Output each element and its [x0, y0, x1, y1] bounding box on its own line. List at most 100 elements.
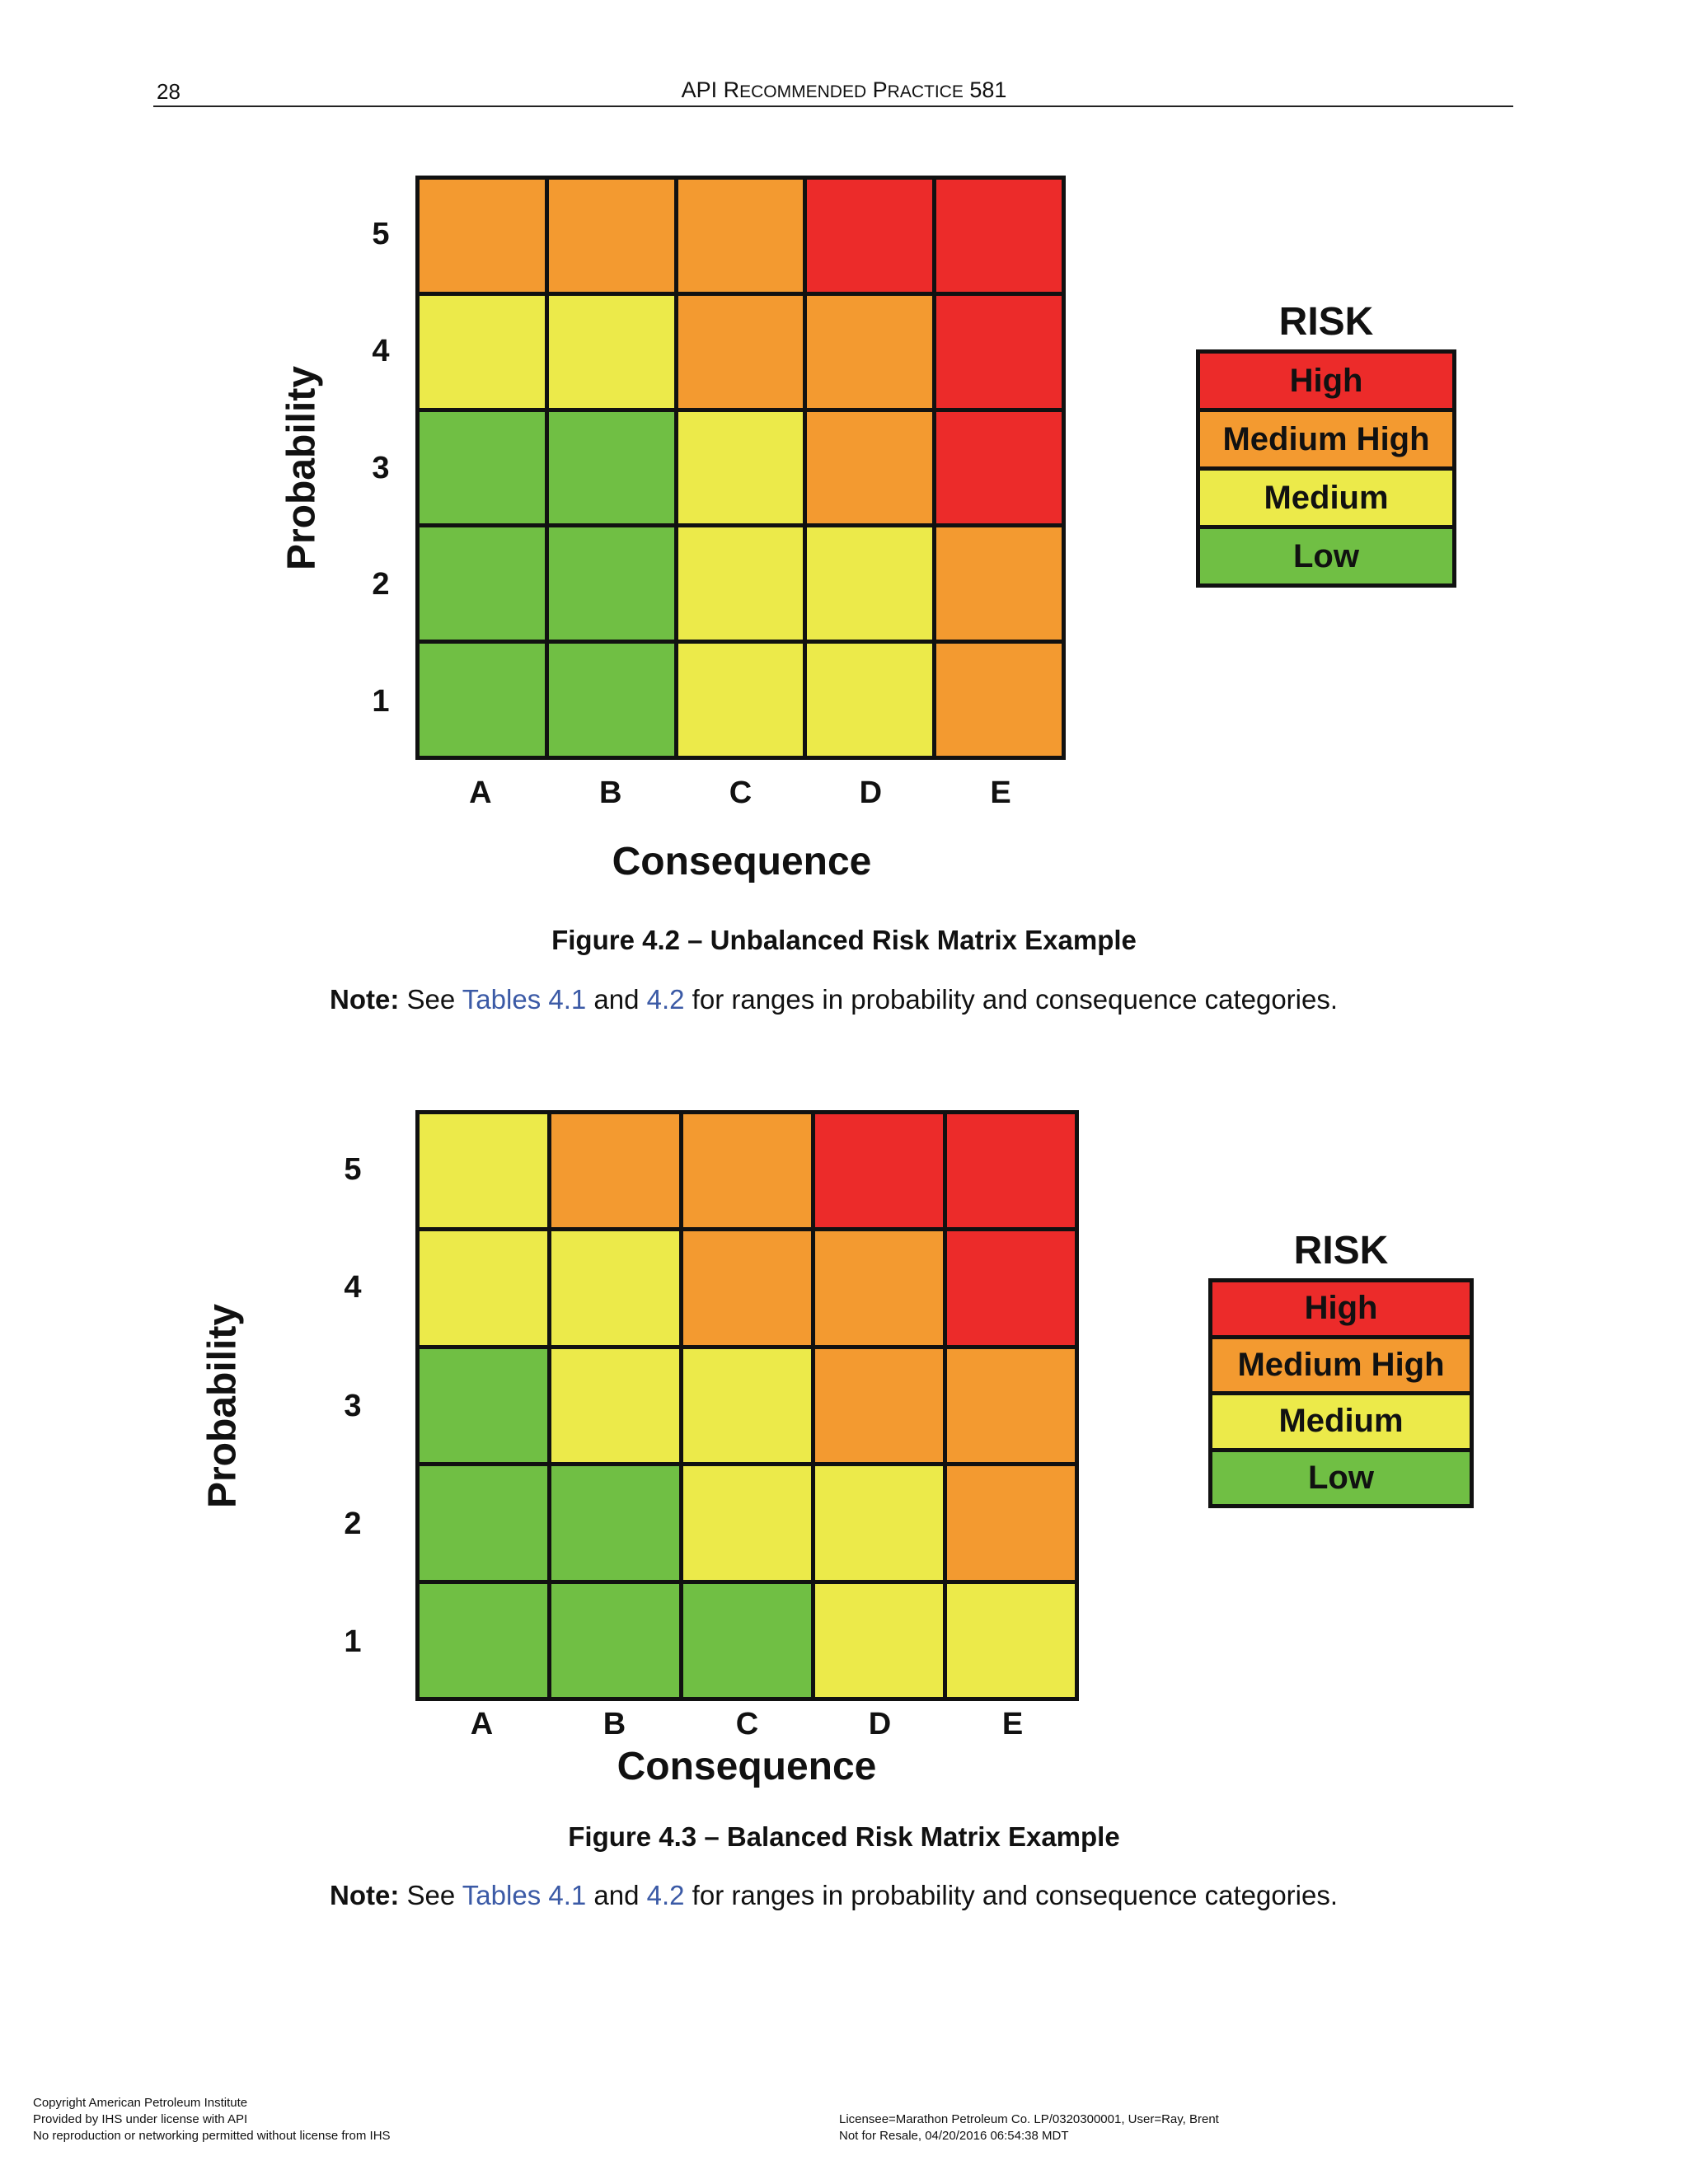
running-title-part: API R: [681, 77, 740, 102]
consequence-axis-title: Consequence: [612, 840, 872, 883]
probability-tick-1: 1: [344, 1624, 362, 1660]
risk-cell-2c: [678, 527, 804, 640]
note-label: Note:: [330, 1880, 400, 1910]
risk-cell-2a: [420, 1466, 547, 1580]
risk-cell-1e: [936, 644, 1062, 756]
consequence-axis-title: Consequence: [617, 1745, 877, 1788]
legend-item-low: Low: [1200, 529, 1452, 583]
risk-cell-2e: [947, 1466, 1075, 1580]
probability-tick-4: 4: [372, 333, 390, 368]
risk-cell-5d: [815, 1114, 943, 1228]
consequence-tick-e: E: [990, 776, 1011, 810]
risk-cell-4b: [548, 295, 674, 408]
risk-cell-4e: [936, 295, 1062, 408]
risk-cell-3d: [815, 1348, 943, 1463]
tables-link[interactable]: Tables 4.1: [462, 1880, 587, 1910]
risk-cell-4d: [807, 295, 933, 408]
table-4-2-link[interactable]: 4.2: [646, 984, 685, 1015]
consequence-tick-e: E: [1001, 1707, 1024, 1741]
risk-cell-2e: [936, 527, 1062, 640]
running-title-part: 581: [963, 77, 1007, 102]
footer-line: Licensee=Marathon Petroleum Co. LP/03203…: [839, 2112, 1219, 2126]
probability-axis-title: Probability: [279, 365, 324, 571]
risk-cell-3a: [420, 1348, 547, 1463]
risk-cell-3d: [807, 411, 933, 524]
risk-cell-1e: [947, 1583, 1075, 1697]
probability-axis-title: Probability: [200, 1303, 245, 1509]
legend-item-medium: Medium: [1212, 1395, 1470, 1448]
risk-cell-2d: [807, 527, 933, 640]
risk-cell-5a: [420, 1114, 547, 1228]
risk-cell-5b: [548, 180, 674, 292]
probability-tick-5: 5: [344, 1151, 362, 1187]
risk-legend: High Medium High Medium Low: [1208, 1278, 1474, 1508]
consequence-tick-a: A: [470, 1707, 494, 1741]
risk-cell-1a: [420, 644, 545, 756]
running-title: API RECOMMENDED PRACTICE 581: [0, 77, 1688, 103]
footer-line: Not for Resale, 04/20/2016 06:54:38 MDT: [839, 2129, 1069, 2143]
running-title-part: P: [866, 77, 888, 102]
risk-cell-4c: [683, 1231, 811, 1345]
risk-cell-1d: [815, 1583, 943, 1697]
figure-caption: Figure 4.3 – Balanced Risk Matrix Exampl…: [568, 1821, 1120, 1852]
risk-legend-title: RISK: [1278, 300, 1374, 344]
risk-cell-2b: [551, 1466, 679, 1580]
risk-cell-5e: [947, 1114, 1075, 1228]
risk-cell-4a: [420, 1231, 547, 1345]
footer-line: Provided by IHS under license with API: [33, 2112, 248, 2126]
note-text: for ranges in probability and consequenc…: [684, 984, 1339, 1015]
risk-cell-1a: [420, 1583, 547, 1697]
risk-cell-2d: [815, 1466, 943, 1580]
legend-item-medium-high: Medium High: [1212, 1338, 1470, 1391]
risk-cell-4c: [678, 295, 804, 408]
figure-note: Note: See Tables 4.1 and 4.2 for ranges …: [330, 984, 1338, 1015]
risk-cell-1b: [548, 644, 674, 756]
probability-tick-1: 1: [372, 684, 390, 719]
probability-tick-2: 2: [344, 1506, 362, 1541]
footer-copyright: Copyright American Petroleum Institute P…: [33, 2095, 391, 2144]
note-text: and: [586, 1880, 647, 1910]
risk-cell-5b: [551, 1114, 679, 1228]
table-4-2-link[interactable]: 4.2: [646, 1880, 685, 1910]
running-title-part: ECOMMENDED: [739, 82, 867, 101]
consequence-tick-b: B: [603, 1707, 626, 1741]
consequence-tick-c: C: [735, 1707, 759, 1741]
risk-cell-1d: [807, 644, 933, 756]
risk-cell-5a: [420, 180, 545, 292]
legend-item-medium-high: Medium High: [1200, 412, 1452, 466]
consequence-tick-d: D: [859, 776, 883, 810]
footer-line: Copyright American Petroleum Institute: [33, 2096, 248, 2110]
probability-tick-3: 3: [344, 1388, 362, 1423]
note-text: See: [399, 984, 462, 1015]
risk-cell-1b: [551, 1583, 679, 1697]
risk-cell-1c: [678, 644, 804, 756]
probability-tick-3: 3: [372, 450, 390, 485]
risk-cell-3b: [551, 1348, 679, 1463]
risk-cell-1c: [683, 1583, 811, 1697]
consequence-tick-d: D: [868, 1707, 892, 1741]
note-text: See: [399, 1880, 462, 1910]
legend-item-low: Low: [1212, 1451, 1470, 1504]
legend-item-high: High: [1212, 1282, 1470, 1335]
legend-item-medium: Medium: [1200, 471, 1452, 525]
risk-cell-5c: [678, 180, 804, 292]
tables-link[interactable]: Tables 4.1: [462, 984, 587, 1015]
risk-legend: High Medium High Medium Low: [1196, 349, 1456, 588]
footer-license: Licensee=Marathon Petroleum Co. LP/03203…: [839, 2111, 1219, 2144]
note-text: and: [586, 984, 647, 1015]
probability-tick-4: 4: [344, 1270, 362, 1305]
page-number: 28: [157, 79, 181, 104]
running-title-part: RACTICE: [887, 82, 964, 101]
risk-matrix-grid: [415, 1110, 1079, 1701]
note-label: Note:: [330, 984, 400, 1015]
figure-caption: Figure 4.2 – Unbalanced Risk Matrix Exam…: [551, 925, 1137, 955]
risk-cell-4d: [815, 1231, 943, 1345]
note-text: for ranges in probability and consequenc…: [684, 1880, 1339, 1910]
risk-cell-5e: [936, 180, 1062, 292]
header-rule: [153, 105, 1513, 107]
risk-cell-3a: [420, 411, 545, 524]
risk-cell-3c: [683, 1348, 811, 1463]
risk-legend-title: RISK: [1293, 1229, 1389, 1272]
risk-cell-5d: [807, 180, 933, 292]
risk-cell-4b: [551, 1231, 679, 1345]
